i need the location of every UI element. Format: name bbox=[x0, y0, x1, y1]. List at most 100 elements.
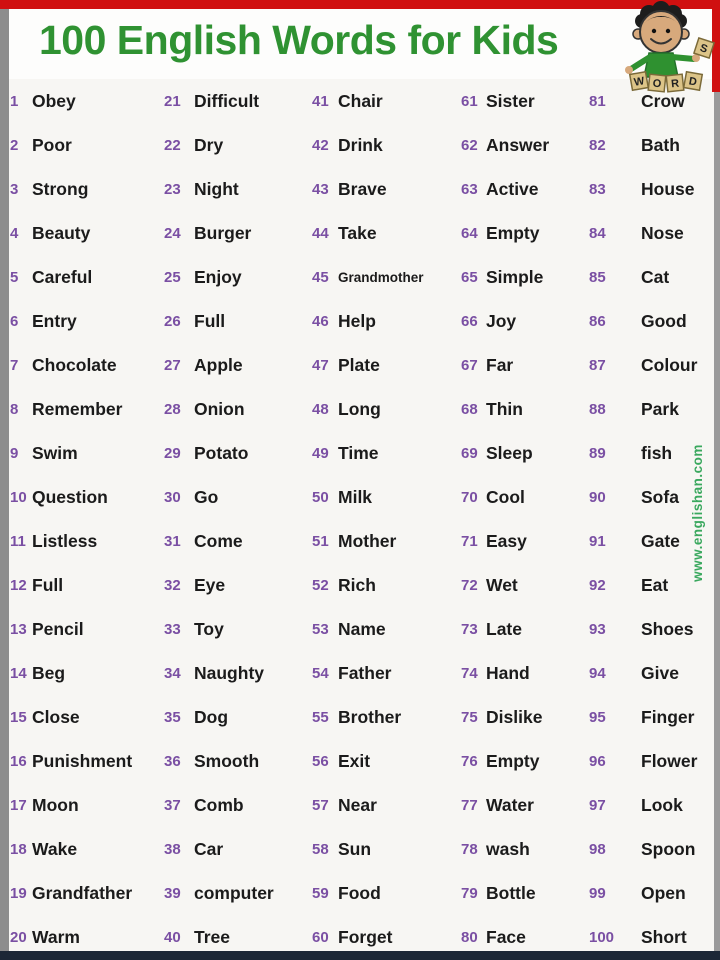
word-row: 64 Empty bbox=[459, 211, 587, 255]
word-number: 16 bbox=[10, 753, 27, 771]
word-number: 68 bbox=[461, 400, 478, 418]
word-number: 5 bbox=[10, 268, 19, 286]
word-text: Go bbox=[194, 486, 219, 507]
word-text: Apple bbox=[194, 354, 243, 375]
word-number: 53 bbox=[312, 621, 329, 639]
word-text: Finger bbox=[641, 707, 695, 728]
word-text: Brave bbox=[338, 178, 387, 199]
kid-hand-right bbox=[692, 54, 700, 62]
word-text: Burger bbox=[194, 222, 252, 243]
word-number: 2 bbox=[10, 136, 19, 154]
word-number: 72 bbox=[461, 577, 478, 595]
word-text: Beg bbox=[32, 663, 66, 684]
word-row: 54 Father bbox=[309, 652, 459, 696]
word-text: Empty bbox=[486, 222, 540, 243]
word-row: 25 Enjoy bbox=[159, 255, 309, 299]
word-row: 21 Difficult bbox=[159, 79, 309, 123]
letter-tile-s: S bbox=[692, 36, 716, 60]
word-number: 30 bbox=[164, 488, 181, 506]
word-row: 37 Comb bbox=[159, 784, 309, 828]
word-row: 81 Crow bbox=[587, 79, 714, 123]
word-row: 6 Entry bbox=[9, 299, 159, 343]
word-number: 93 bbox=[589, 621, 606, 639]
word-row: 49 Time bbox=[309, 431, 459, 475]
word-row: 97 Look bbox=[587, 784, 714, 828]
word-text: Far bbox=[486, 354, 514, 375]
word-text: Bottle bbox=[486, 883, 536, 904]
kid-word-tiles-clipart: S W O R D bbox=[625, 1, 716, 93]
page-border-right bbox=[714, 0, 720, 960]
word-text: Toy bbox=[194, 619, 224, 640]
word-text: Naughty bbox=[194, 663, 264, 684]
word-number: 47 bbox=[312, 356, 329, 374]
word-number: 10 bbox=[10, 488, 27, 506]
page-title: 100 English Words for Kids bbox=[39, 17, 559, 63]
word-text: Park bbox=[641, 398, 679, 419]
word-row: 94 Give bbox=[587, 652, 714, 696]
word-number: 70 bbox=[461, 488, 478, 506]
word-text: Nose bbox=[641, 222, 684, 243]
word-row: 52 Rich bbox=[309, 564, 459, 608]
word-number: 43 bbox=[312, 180, 329, 198]
word-number: 82 bbox=[589, 136, 606, 154]
word-text: Punishment bbox=[32, 751, 133, 772]
word-row: 61 Sister bbox=[459, 79, 587, 123]
word-row: 43 Brave bbox=[309, 167, 459, 211]
word-row: 90 Sofa bbox=[587, 475, 714, 519]
word-number: 52 bbox=[312, 577, 329, 595]
word-text: Rich bbox=[338, 575, 376, 596]
word-number: 89 bbox=[589, 444, 606, 462]
word-number: 74 bbox=[461, 665, 478, 683]
word-text: Sleep bbox=[486, 442, 533, 463]
word-row: 85 Cat bbox=[587, 255, 714, 299]
word-row: 62 Answer bbox=[459, 123, 587, 167]
word-number: 13 bbox=[10, 621, 27, 639]
word-text: Question bbox=[32, 486, 108, 507]
word-text: Pencil bbox=[32, 619, 84, 640]
word-text: Come bbox=[194, 530, 243, 551]
word-number: 88 bbox=[589, 400, 606, 418]
words-grid: 1 Obey 2 Poor 3 Strong 4 Beauty 5 Careful 6 Entry 7 C… bbox=[9, 79, 714, 960]
word-row: 29 Potato bbox=[159, 431, 309, 475]
word-number: 4 bbox=[10, 224, 19, 242]
kid-arm-right bbox=[669, 54, 697, 62]
word-row: 99 Open bbox=[587, 872, 714, 916]
word-text: Warm bbox=[32, 927, 80, 948]
word-number: 24 bbox=[164, 224, 181, 242]
word-number: 39 bbox=[164, 885, 181, 903]
word-row: 23 Night bbox=[159, 167, 309, 211]
word-number: 55 bbox=[312, 709, 329, 727]
word-number: 95 bbox=[589, 709, 606, 727]
word-number: 77 bbox=[461, 797, 478, 815]
word-number: 18 bbox=[10, 841, 27, 859]
word-row: 71 Easy bbox=[459, 519, 587, 563]
word-text: Eat bbox=[641, 575, 669, 596]
word-text: wash bbox=[486, 839, 530, 860]
word-row: 12 Full bbox=[9, 564, 159, 608]
word-number: 91 bbox=[589, 532, 606, 550]
word-text: Full bbox=[194, 310, 226, 331]
word-row: 82 Bath bbox=[587, 123, 714, 167]
kid-face bbox=[639, 10, 683, 54]
word-number: 41 bbox=[312, 92, 329, 110]
word-row: 92 Eat bbox=[587, 564, 714, 608]
svg-text:W: W bbox=[633, 75, 646, 89]
word-text: Brother bbox=[338, 707, 402, 728]
word-row: 42 Drink bbox=[309, 123, 459, 167]
word-number: 58 bbox=[312, 841, 329, 859]
word-number: 15 bbox=[10, 709, 27, 727]
word-row: 88 Park bbox=[587, 387, 714, 431]
word-row: 11 Listless bbox=[9, 519, 159, 563]
word-column: 41 Chair 42 Drink 43 Brave 44 Take 45 Grandmother… bbox=[309, 79, 459, 960]
kid-eye-right bbox=[665, 28, 671, 34]
word-text: Long bbox=[338, 398, 381, 419]
word-text: Flower bbox=[641, 751, 698, 772]
word-number: 6 bbox=[10, 312, 19, 330]
word-column: 21 Difficult 22 Dry 23 Night 24 Burger 25 Enjoy 26… bbox=[159, 79, 309, 960]
word-row: 33 Toy bbox=[159, 608, 309, 652]
word-number: 57 bbox=[312, 797, 329, 815]
word-row: 35 Dog bbox=[159, 696, 309, 740]
word-text: Hand bbox=[486, 663, 530, 684]
word-number: 45 bbox=[312, 268, 329, 286]
word-row: 96 Flower bbox=[587, 740, 714, 784]
